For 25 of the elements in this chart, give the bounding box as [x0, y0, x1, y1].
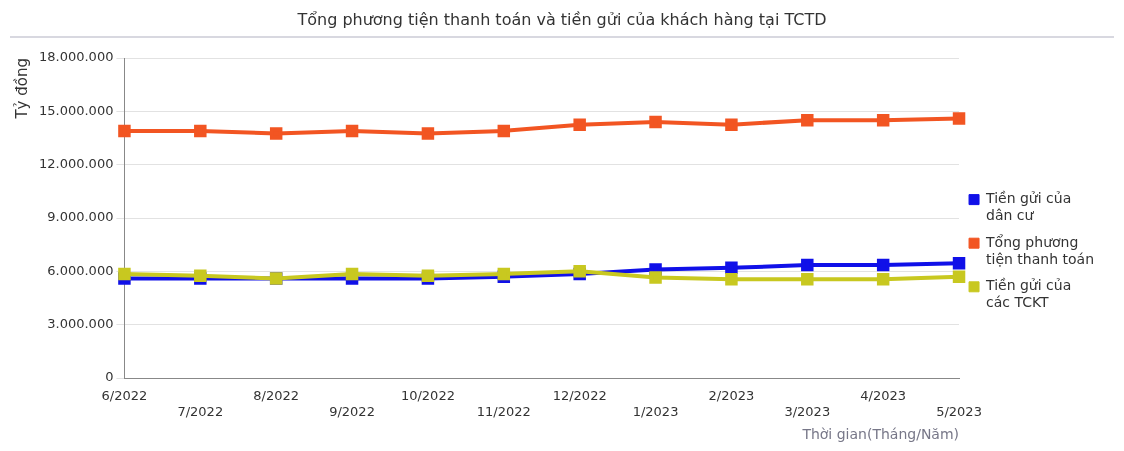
x-tick-label: 12/2022 [552, 388, 607, 404]
y-tick-label: 3.000.000 [47, 316, 114, 332]
y-tick-label: 18.000.000 [39, 49, 114, 65]
chart-title: Tổng phương tiện thanh toán và tiền gửi của khách hàng tại TCTD [10, 0, 1114, 38]
x-tick-label: 4/2023 [860, 388, 907, 404]
x-tick-label: 8/2022 [253, 388, 300, 404]
y-axis-title: Tỷ đồng [12, 58, 31, 120]
x-tick-label: 3/2023 [784, 403, 831, 419]
legend-label: Tổng phương tiện thanh toán [985, 233, 1095, 267]
y-tick-label: 15.000.000 [39, 102, 114, 118]
x-tick-label: 2/2023 [708, 388, 755, 404]
legend-label: Tiền gửi của các TCKT [985, 277, 1072, 311]
x-tick-label: 10/2022 [400, 388, 455, 404]
x-tick-label: 1/2023 [632, 403, 679, 419]
x-tick-label: 7/2022 [177, 403, 224, 419]
x-tick-label: 5/2023 [936, 403, 982, 419]
y-tick-label: 6.000.000 [47, 262, 114, 278]
legend-label: Tiền gửi của dân cư [985, 190, 1072, 224]
x-axis-title: Thời gian(Tháng/Năm) [801, 426, 960, 443]
x-tick-label: 11/2022 [476, 403, 531, 419]
y-tick-label: 9.000.000 [47, 209, 114, 225]
y-tick-label: 0 [105, 369, 114, 385]
x-tick-label: 9/2022 [329, 403, 375, 419]
x-tick-label: 6/2022 [101, 388, 148, 404]
y-tick-label: 12.000.000 [39, 156, 114, 172]
